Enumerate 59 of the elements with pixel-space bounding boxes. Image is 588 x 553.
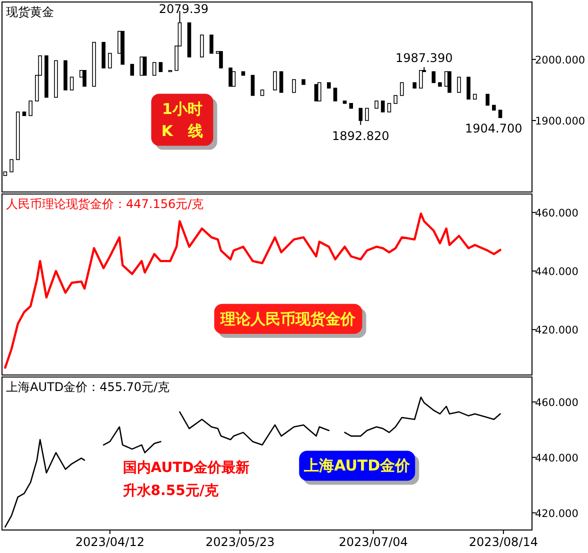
- candlestick: [358, 108, 363, 126]
- candlestick: [400, 82, 404, 96]
- y-tick-label: 440.000: [535, 266, 578, 278]
- y-tick-label: 1900.000: [535, 116, 586, 128]
- candlestick: [232, 71, 236, 87]
- y-tick-label: 420.000: [535, 324, 578, 337]
- candlestick: [273, 71, 277, 90]
- candlestick: [432, 71, 436, 84]
- annotation: 1904.700: [465, 122, 522, 136]
- candlestick: [292, 79, 296, 93]
- candlestick: [142, 56, 147, 76]
- annotation: 1892.820: [332, 128, 390, 143]
- line-series: [102, 426, 162, 454]
- candlestick: [152, 62, 156, 76]
- candlestick: [317, 82, 322, 102]
- chart-title: 人民币理论现货金价：447.156元/克: [6, 197, 204, 211]
- annotation: 国内AUTD金价最新: [122, 458, 250, 476]
- annotation: 2079.39: [158, 2, 209, 16]
- candlestick: [466, 76, 470, 100]
- x-tick-label: 2023/04/12: [75, 535, 144, 549]
- candlestick: [70, 76, 74, 90]
- annotation: 1小时 K 线: [161, 100, 204, 140]
- candlestick: [486, 94, 490, 106]
- candlestick: [28, 100, 32, 116]
- candlestick: [82, 70, 86, 87]
- annotation: 升水8.55元/克: [122, 482, 220, 499]
- candlestick: [130, 64, 134, 76]
- y-tick-label: 460.000: [535, 207, 578, 220]
- candlestick: [140, 56, 144, 76]
- candlestick: [10, 159, 14, 172]
- candlestick: [419, 70, 423, 89]
- candlestick: [448, 71, 452, 93]
- y-tick-label: 440.000: [535, 452, 578, 464]
- candlestick: [333, 88, 338, 102]
- candlestick: [365, 108, 369, 121]
- candlestick: [158, 62, 163, 72]
- line-series: [344, 396, 501, 437]
- chart-title: 现货黄金: [6, 5, 54, 19]
- line-series: [4, 438, 86, 528]
- candlestick: [200, 34, 204, 58]
- candlestick: [380, 100, 385, 112]
- candlestick: [279, 71, 284, 93]
- line-series: [4, 212, 502, 369]
- candlestick: [108, 52, 112, 68]
- annotation: 理论人民币现货金价: [220, 310, 357, 328]
- x-tick-label: 2023/07/04: [338, 535, 408, 549]
- candlestick: [457, 76, 461, 93]
- annotation: 上海AUTD金价: [303, 456, 412, 475]
- y-tick-label: 420.000: [535, 508, 578, 520]
- candlestick: [219, 51, 223, 68]
- x-tick-label: 2023/05/23: [205, 535, 275, 549]
- candlestick: [210, 34, 214, 54]
- candlestick: [250, 74, 255, 96]
- y-tick-label: 460.000: [535, 396, 578, 409]
- chart-title: 上海AUTD金价：455.70元/克: [6, 380, 170, 394]
- x-tick-label: 2023/08/14: [468, 535, 538, 549]
- y-tick-label: 2000.000: [535, 54, 586, 66]
- line-series: [179, 411, 330, 446]
- annotation: 1987.390: [395, 51, 453, 66]
